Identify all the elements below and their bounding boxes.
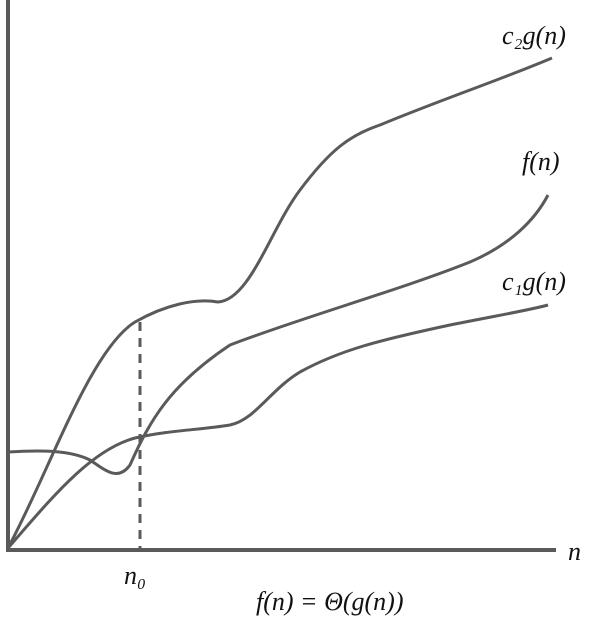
curve-label: c₁g(n) [502, 267, 566, 296]
function-curve [7, 194, 550, 476]
upper-bound-curve [6, 56, 553, 549]
lower-bound-curve [6, 303, 549, 549]
curve-label: c₂g(n) [502, 21, 566, 50]
n0-label: n₀ [124, 561, 146, 590]
curve-label: f(n) [522, 147, 560, 176]
caption: f(n) = Θ(g(n)) [256, 587, 404, 616]
x-axis-label: n [568, 537, 581, 566]
